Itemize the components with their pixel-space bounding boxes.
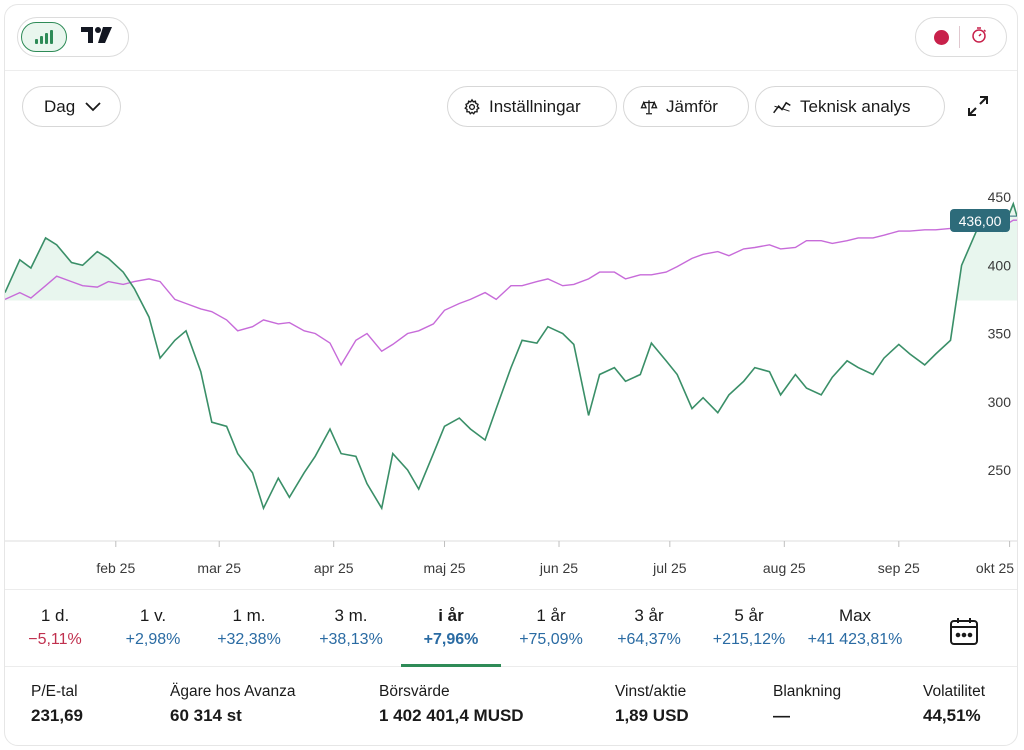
period-change: +32,38%	[217, 631, 281, 648]
bar-chart-icon[interactable]	[21, 22, 67, 52]
price-area-fill	[5, 203, 1017, 301]
stat-value: 1 402 401,4 MUSD	[379, 706, 524, 725]
period-tab[interactable]: 3 år +64,37%	[601, 606, 697, 649]
compare-label: Jämför	[666, 96, 718, 116]
period-label: 1 m.	[232, 606, 266, 625]
stat-item: Blankning —	[773, 683, 841, 726]
trend-line-icon	[772, 98, 792, 116]
technical-analysis-label: Teknisk analys	[800, 96, 911, 116]
period-change: +64,37%	[617, 631, 681, 648]
period-label: 3 m.	[334, 606, 368, 625]
period-label: Max	[838, 606, 872, 625]
stat-label: Volatilitet	[923, 683, 986, 700]
expand-icon[interactable]	[967, 95, 989, 122]
settings-button[interactable]: Inställningar	[447, 86, 617, 127]
y-tick-label: 250	[988, 462, 1012, 478]
stat-value: —	[773, 706, 790, 725]
x-tick-label: mar 25	[197, 560, 241, 576]
stat-value: 60 314 st	[170, 706, 242, 725]
x-tick-label: okt 25	[976, 560, 1014, 576]
period-label: 1 år	[536, 606, 566, 625]
settings-label: Inställningar	[489, 96, 581, 116]
period-tab[interactable]: i år +7,96%	[403, 606, 499, 649]
compare-button[interactable]: Jämför	[623, 86, 749, 127]
period-change: +215,12%	[712, 631, 786, 648]
stopwatch-icon[interactable]	[970, 26, 988, 49]
chevron-down-icon	[85, 101, 101, 112]
x-tick-label: sep 25	[878, 560, 920, 576]
compare-series-line	[5, 219, 1017, 367]
stat-item: P/E-tal 231,69	[31, 683, 83, 726]
stat-value: 1,89 USD	[615, 706, 689, 725]
stat-label: Börsvärde	[379, 683, 450, 700]
y-tick-label: 400	[988, 257, 1012, 273]
period-label: 1 v.	[139, 606, 167, 625]
period-change: −5,11%	[28, 631, 82, 648]
calendar-icon[interactable]	[949, 616, 979, 651]
period-label: 1 d.	[40, 606, 70, 625]
period-tab[interactable]: 1 m. +32,38%	[201, 606, 297, 649]
period-tab[interactable]: 1 v. +2,98%	[105, 606, 201, 649]
period-tab[interactable]: 5 år +215,12%	[701, 606, 797, 649]
period-change: +2,98%	[125, 631, 181, 648]
live-indicator[interactable]	[934, 29, 949, 45]
stat-value: 44,51%	[923, 706, 981, 725]
period-change: +38,13%	[319, 631, 383, 648]
stat-item: Ägare hos Avanza 60 314 st	[170, 683, 296, 726]
period-tab[interactable]: Max +41 423,81%	[807, 606, 903, 649]
stat-label: Ägare hos Avanza	[170, 683, 296, 700]
technical-analysis-button[interactable]: Teknisk analys	[755, 86, 945, 127]
period-label: 3 år	[634, 606, 664, 625]
period-change: +41 423,81%	[807, 631, 903, 648]
stat-item: Börsvärde 1 402 401,4 MUSD	[379, 683, 524, 726]
period-change: +7,96%	[423, 631, 479, 648]
stat-value: 231,69	[31, 706, 83, 725]
interval-label: Dag	[44, 96, 76, 116]
period-tab[interactable]: 1 d. −5,11%	[7, 606, 103, 649]
price-series-line	[5, 201, 1017, 511]
period-label: 5 år	[734, 606, 764, 625]
y-tick-label: 450	[988, 189, 1012, 205]
stat-item: Volatilitet 44,51%	[923, 683, 985, 726]
period-change: +75,09%	[519, 631, 583, 648]
stat-label: Vinst/aktie	[615, 683, 687, 700]
stat-label: P/E-tal	[31, 683, 78, 700]
gear-icon	[463, 98, 481, 116]
top-bar	[5, 5, 1017, 71]
tradingview-logo-icon[interactable]	[81, 26, 113, 49]
y-tick-label: 350	[988, 326, 1012, 342]
x-tick-label: jun 25	[539, 560, 578, 576]
stat-item: Vinst/aktie 1,89 USD	[615, 683, 689, 726]
stat-label: Blankning	[773, 683, 842, 700]
y-tick-label: 300	[988, 394, 1012, 410]
x-tick-label: aug 25	[763, 560, 806, 576]
period-tab[interactable]: 1 år +75,09%	[503, 606, 599, 649]
period-selector: 1 d. −5,11% 1 v. +2,98% 1 m. +32,38% 3 m. +38,1…	[5, 589, 1017, 667]
live-controls	[915, 17, 1007, 57]
price-chart[interactable]: 450 400 350 300 250 feb 25 mar 25 apr 25 maj 25 j…	[5, 155, 1018, 585]
x-tick-label: apr 25	[314, 560, 354, 576]
current-price-badge: 436,00	[950, 209, 1010, 232]
divider	[959, 26, 960, 48]
active-period-indicator	[401, 664, 501, 667]
period-tab[interactable]: 3 m. +38,13%	[303, 606, 399, 649]
interval-dropdown[interactable]: Dag	[22, 86, 121, 127]
scale-icon	[640, 98, 658, 116]
x-tick-label: jul 25	[652, 560, 687, 576]
x-tick-label: feb 25	[96, 560, 135, 576]
stock-chart-card: Dag Inställningar Jämför Teknisk	[4, 4, 1018, 746]
chart-source-switch	[17, 17, 129, 57]
x-tick-label: maj 25	[424, 560, 466, 576]
period-label: i år	[438, 606, 464, 625]
